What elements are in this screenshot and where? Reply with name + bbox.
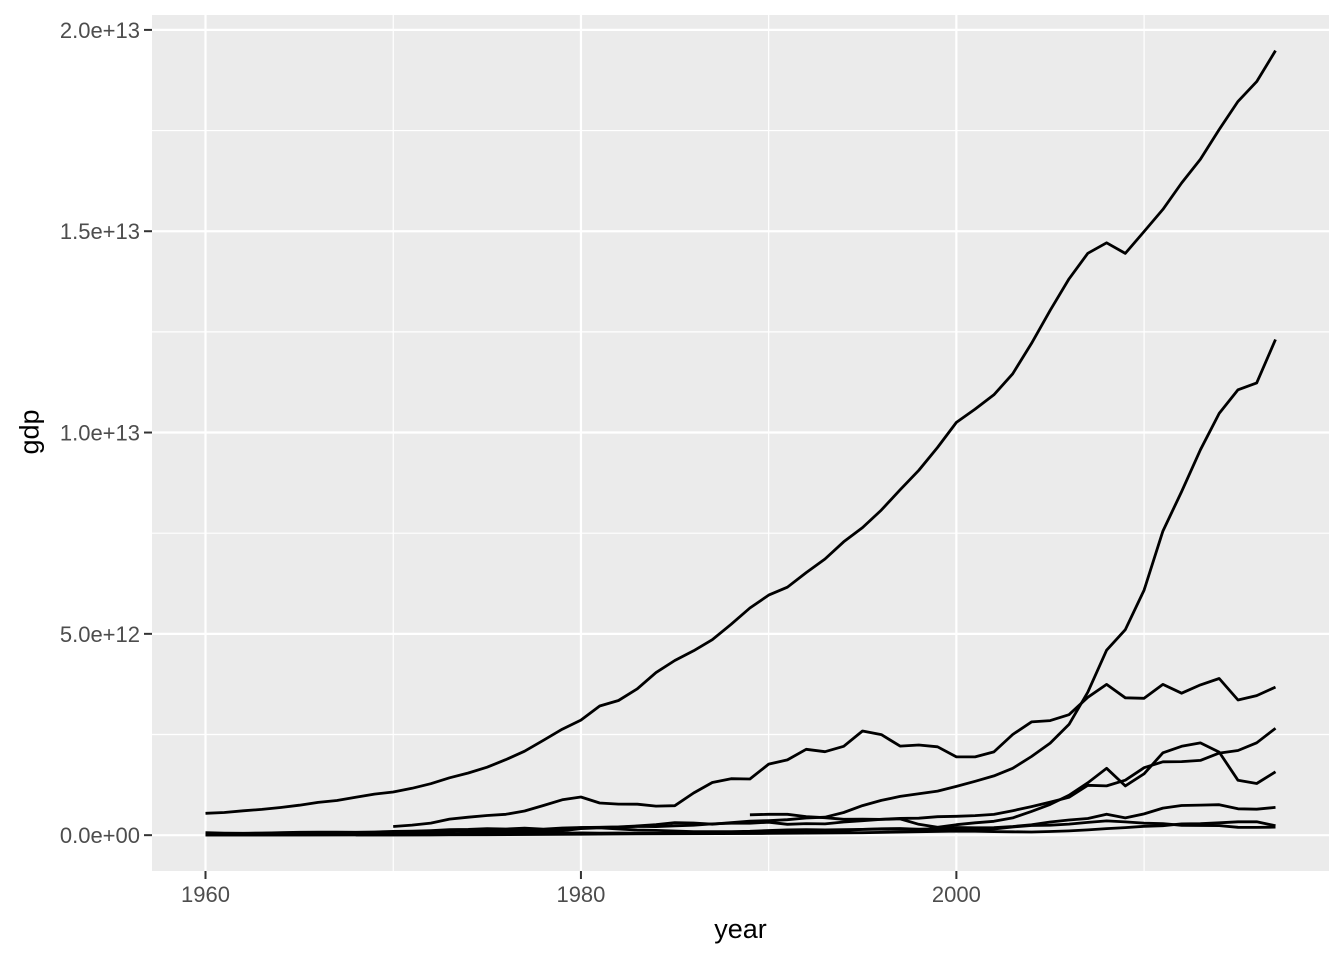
plot-panel — [152, 15, 1329, 871]
y-tick-label: 1.5e+13 — [60, 219, 140, 244]
gdp-line-1 — [205, 49, 1277, 815]
y-tick-label: 2.0e+13 — [60, 18, 140, 43]
x-tick-label: 1960 — [181, 882, 230, 907]
y-axis-title: gdp — [14, 409, 45, 455]
gdp-line-4 — [749, 741, 1277, 829]
y-tick-label: 5.0e+12 — [60, 622, 140, 647]
gdp-line-3 — [393, 677, 1277, 828]
y-tick-label: 0.0e+00 — [60, 823, 140, 848]
x-tick-label: 1980 — [556, 882, 605, 907]
x-axis-title: year — [714, 914, 767, 944]
gdp-line-8 — [205, 819, 1276, 837]
gdp-line-5 — [205, 727, 1277, 836]
x-tick-label: 2000 — [932, 882, 981, 907]
y-tick-label: 1.0e+13 — [60, 421, 140, 446]
